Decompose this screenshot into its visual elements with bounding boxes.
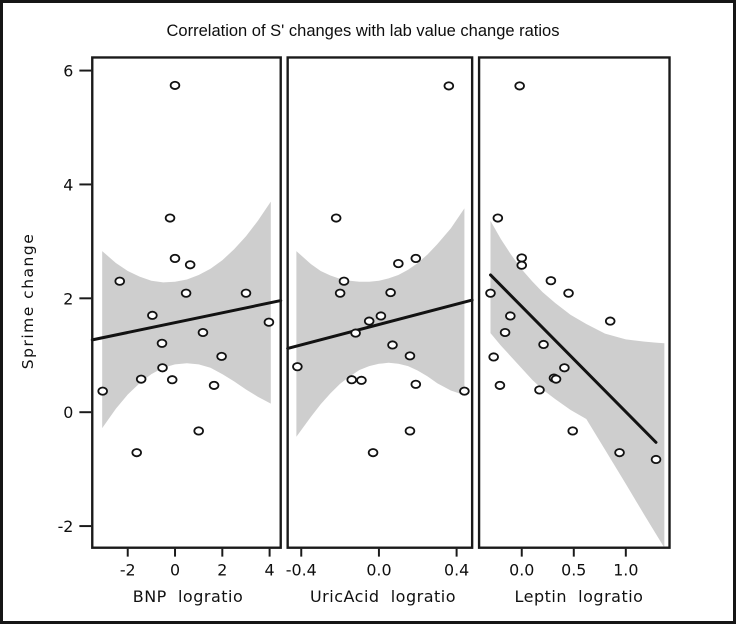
panel-3: 0.0 0.5 1.0 <box>477 56 671 579</box>
data-point <box>180 288 192 298</box>
data-point <box>505 311 516 321</box>
x-tick-label: 2 <box>217 560 227 579</box>
data-point <box>197 327 209 338</box>
data-point <box>614 448 625 458</box>
x-tick-label: 0.0 <box>366 560 391 579</box>
data-point <box>350 328 361 338</box>
x-tick-label: -2 <box>120 560 136 579</box>
data-point <box>387 340 398 350</box>
data-point <box>410 379 422 389</box>
data-point <box>375 311 387 321</box>
data-point <box>650 454 662 465</box>
panel-border <box>286 56 474 549</box>
data-point <box>410 253 422 263</box>
data-point <box>514 81 525 91</box>
data-point <box>563 288 574 298</box>
regression-line <box>489 273 658 444</box>
data-point <box>240 288 252 298</box>
confidence-band <box>490 220 665 548</box>
confidence-band <box>296 208 465 437</box>
data-point <box>367 448 379 458</box>
data-point <box>393 259 404 269</box>
x-tick-label: 0 <box>170 560 180 579</box>
data-point <box>545 276 557 286</box>
data-point <box>485 288 496 298</box>
y-tick-label: 4 <box>63 175 73 194</box>
data-point <box>169 253 181 263</box>
data-point <box>385 288 396 298</box>
data-point <box>443 81 455 91</box>
data-point <box>114 276 125 286</box>
x-tick-label: 0.5 <box>561 560 586 579</box>
x-axis-label-uricacid: UricAcid logratio <box>309 587 457 606</box>
data-point <box>516 260 527 270</box>
y-tick-label: -2 <box>58 517 74 536</box>
y-tick-label: 6 <box>63 62 73 81</box>
data-point <box>516 253 527 263</box>
data-point <box>534 385 545 395</box>
confidence-band <box>102 201 271 429</box>
regression-line <box>90 299 283 342</box>
data-point <box>97 386 108 396</box>
panel-1: -2 0 2 4 <box>90 56 283 579</box>
x-axis-label-bnp: BNP logratio <box>132 587 244 606</box>
data-point <box>131 448 142 458</box>
data-point <box>263 317 275 327</box>
data-point <box>193 426 204 436</box>
panel-border <box>477 56 671 549</box>
data-point <box>135 374 147 384</box>
data-point <box>156 338 168 348</box>
x-tick-label: 0.0 <box>509 560 534 579</box>
x-tick-label: 4 <box>265 560 275 579</box>
data-point <box>147 310 158 320</box>
x-tick-label: -0.4 <box>286 560 317 579</box>
data-point <box>338 276 350 286</box>
data-point <box>356 375 367 385</box>
x-tick-label: 0.4 <box>444 560 469 579</box>
data-point <box>157 363 168 373</box>
plot-svg: -2 0 2 4 -0.4 0.0 0.4 0.0 0.5 1.0 -2 0 2 4 6 <box>58 56 671 579</box>
data-point <box>604 316 616 326</box>
data-point <box>292 362 303 372</box>
panel-2: -0.4 0.0 0.4 <box>286 56 474 579</box>
chart-title: Correlation of S' changes with lab value… <box>166 22 560 40</box>
y-tick-label: 2 <box>63 289 73 308</box>
data-point <box>208 380 220 390</box>
data-point <box>550 374 562 384</box>
data-point <box>346 375 357 385</box>
data-point <box>488 352 499 362</box>
data-point <box>559 363 570 373</box>
x-axis-label-leptin: Leptin logratio <box>514 587 644 606</box>
data-point <box>184 260 196 270</box>
data-point <box>567 426 578 436</box>
data-point <box>363 316 375 326</box>
panel-border <box>91 56 282 549</box>
data-point <box>459 386 470 396</box>
x-tick-label: 1.0 <box>613 560 638 579</box>
data-point <box>164 213 176 223</box>
data-point <box>494 380 506 390</box>
y-tick-label: 0 <box>63 403 73 422</box>
data-point <box>538 339 549 350</box>
data-point <box>169 80 181 90</box>
data-point <box>492 213 504 223</box>
regression-line <box>286 298 474 350</box>
data-point <box>330 213 342 223</box>
data-point <box>499 327 511 338</box>
data-point <box>334 288 346 298</box>
data-point <box>216 351 227 361</box>
data-point <box>404 426 416 436</box>
data-point <box>166 375 178 385</box>
data-point <box>404 351 416 361</box>
